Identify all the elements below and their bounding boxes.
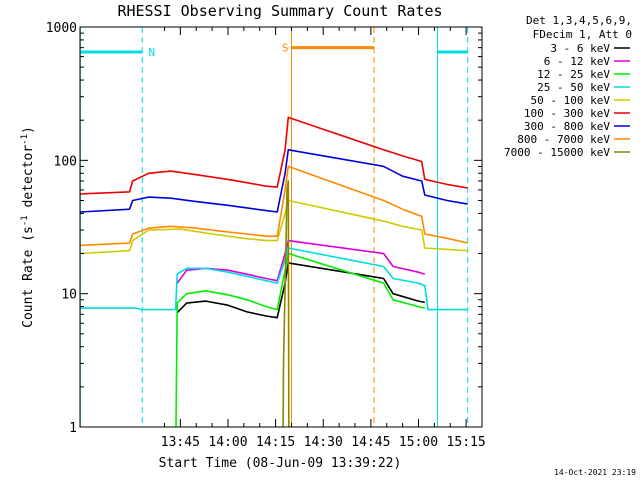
series-line-0 bbox=[176, 262, 425, 319]
timestamp: 14-Oct-2021 23:19 bbox=[554, 468, 636, 477]
chart-title: RHESSI Observing Summary Count Rates bbox=[117, 2, 442, 20]
legend-entry-label: 50 - 100 keV bbox=[531, 94, 611, 107]
legend-entry-label: 25 - 50 keV bbox=[537, 81, 610, 94]
plot-frame bbox=[79, 26, 483, 428]
series-line-6 bbox=[80, 149, 468, 213]
series-line-2 bbox=[175, 252, 425, 427]
series-line-3 bbox=[80, 247, 468, 311]
x-tick-label: 14:15 bbox=[256, 435, 295, 450]
legend-entry-label: 12 - 25 keV bbox=[537, 68, 610, 81]
legend-entry-label: 6 - 12 keV bbox=[544, 55, 611, 68]
y-tick-label: 10 bbox=[61, 288, 77, 303]
x-tick-label: 15:15 bbox=[447, 435, 486, 450]
x-tick-label: 14:45 bbox=[351, 435, 390, 450]
series-lines bbox=[80, 116, 468, 427]
series-line-1 bbox=[176, 239, 426, 284]
x-tick-label: 14:00 bbox=[208, 435, 247, 450]
x-axis: 13:45 14:00 14:15 14:30 14:45 15:00 15:15 bbox=[161, 27, 486, 450]
flag-label-N: N bbox=[148, 46, 155, 59]
x-tick-label: 15:00 bbox=[399, 435, 438, 450]
y-tick-label: 100 bbox=[54, 154, 77, 169]
y-axis: 1 10 100 1000 bbox=[46, 21, 482, 436]
x-axis-label: Start Time (08-Jun-09 13:39:22) bbox=[159, 456, 402, 471]
legend-header-2: FDecim 1, Att 0 bbox=[533, 28, 632, 41]
legend-entry-label: 300 - 800 keV bbox=[524, 120, 610, 133]
series-line-8 bbox=[282, 180, 290, 427]
legend: Det 1,3,4,5,6,9, FDecim 1, Att 0 3 - 6 k… bbox=[504, 14, 632, 159]
y-tick-label: 1 bbox=[69, 421, 77, 436]
legend-entry-label: 800 - 7000 keV bbox=[517, 133, 610, 146]
series-line-4 bbox=[80, 199, 468, 255]
legend-entry-label: 100 - 300 keV bbox=[524, 107, 610, 120]
series-line-5 bbox=[80, 116, 468, 195]
x-tick-label: 13:45 bbox=[161, 435, 200, 450]
flag-label-S: S bbox=[282, 42, 289, 55]
x-tick-label: 14:30 bbox=[304, 435, 343, 450]
legend-header-1: Det 1,3,4,5,6,9, bbox=[526, 14, 632, 27]
y-tick-label: 1000 bbox=[46, 21, 77, 36]
legend-entry-label: 7000 - 15000 keV bbox=[504, 146, 610, 159]
series-line-7 bbox=[80, 165, 468, 247]
y-axis-label: Count Rate (s-1 detector-1) bbox=[20, 126, 36, 328]
legend-entry-label: 3 - 6 keV bbox=[550, 42, 610, 55]
